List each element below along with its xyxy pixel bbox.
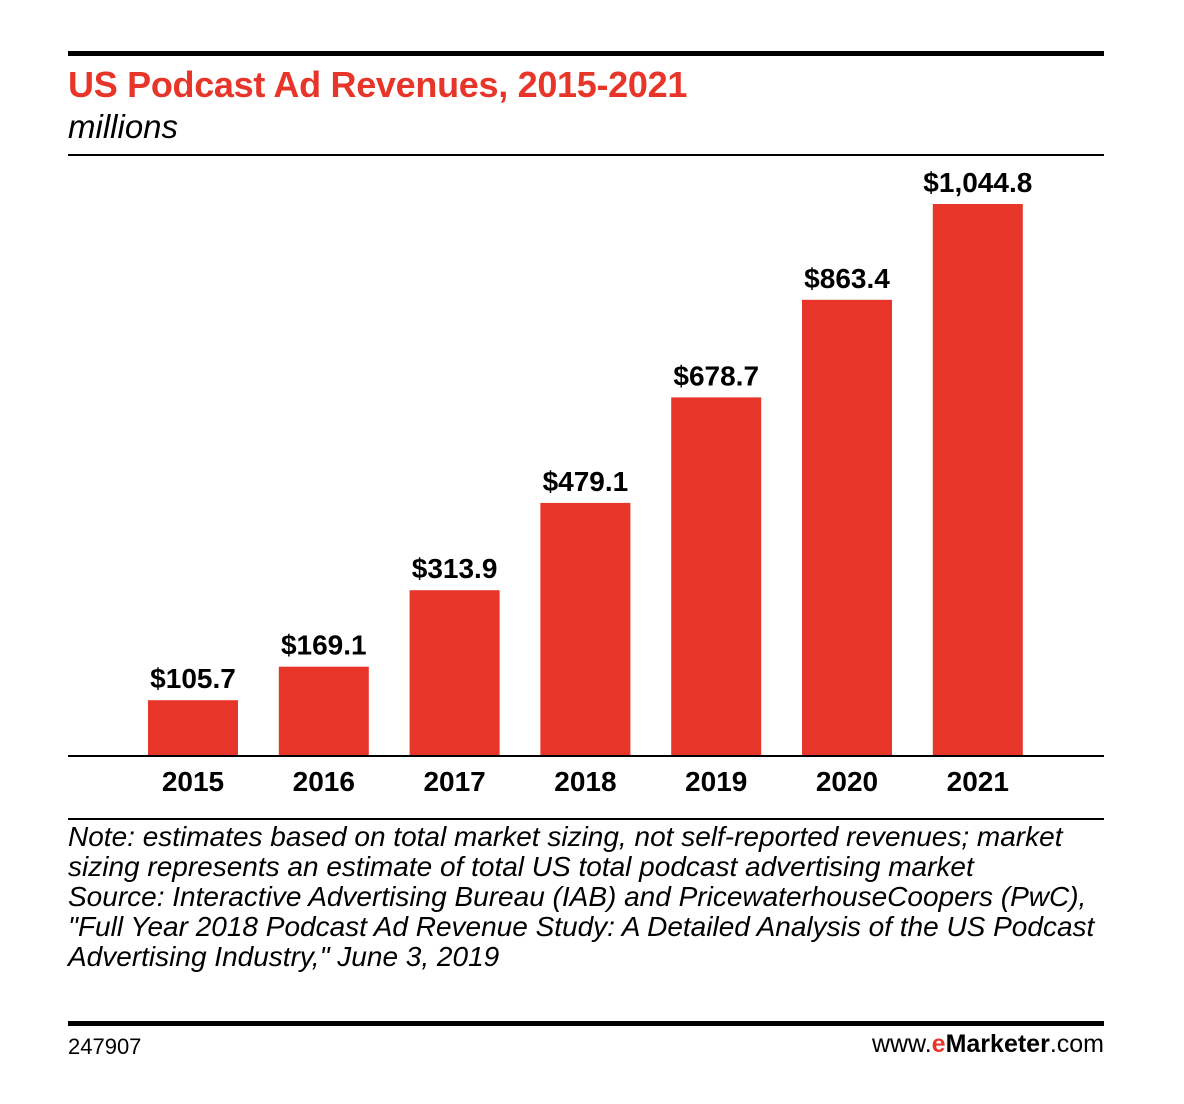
brand-suffix: .com bbox=[1049, 1030, 1104, 1058]
note-text: Note: estimates based on total market si… bbox=[68, 821, 1063, 882]
footer-rule bbox=[68, 1021, 1104, 1026]
x-tick-label-2018: 2018 bbox=[554, 766, 616, 797]
chart-id: 247907 bbox=[68, 1034, 142, 1059]
chart-title: US Podcast Ad Revenues, 2015-2021 bbox=[68, 64, 688, 105]
x-tick-label-2017: 2017 bbox=[423, 766, 485, 797]
bar-2021 bbox=[932, 204, 1023, 756]
top-rule bbox=[68, 51, 1104, 56]
value-label-2019: $678.7 bbox=[673, 360, 759, 391]
x-tick-label-2019: 2019 bbox=[685, 766, 747, 797]
bar-2016 bbox=[278, 666, 369, 756]
header-rule bbox=[68, 154, 1104, 156]
x-tick-label-2021: 2021 bbox=[947, 766, 1009, 797]
value-label-2018: $479.1 bbox=[543, 466, 629, 497]
notes-rule bbox=[68, 818, 1104, 820]
chart-subtitle: millions bbox=[68, 108, 179, 145]
bars-group bbox=[148, 204, 1023, 756]
value-label-2015: $105.7 bbox=[150, 663, 236, 694]
brand-main: Marketer bbox=[945, 1030, 1050, 1058]
bar-2019 bbox=[671, 397, 762, 756]
brand-link[interactable]: www.eMarketer.com bbox=[872, 1030, 1104, 1059]
bar-2017 bbox=[409, 590, 500, 756]
bar-2020 bbox=[802, 299, 892, 756]
bar-chart: $105.7 2015 $169.1 2016 $313.9 2017 $479.1 2018… bbox=[68, 167, 1104, 797]
brand-e: e bbox=[931, 1030, 946, 1058]
x-tick-label-2016: 2016 bbox=[293, 766, 355, 797]
brand-prefix: www. bbox=[871, 1030, 932, 1058]
bar-2018 bbox=[540, 502, 631, 756]
x-tick-label-2020: 2020 bbox=[816, 766, 878, 797]
value-label-2016: $169.1 bbox=[281, 630, 367, 661]
value-label-2020: $863.4 bbox=[804, 263, 890, 294]
x-tick-label-2015: 2015 bbox=[162, 766, 224, 797]
labels-group: $105.7 2015 $169.1 2016 $313.9 2017 $479.1 2018… bbox=[150, 167, 1032, 797]
value-label-2017: $313.9 bbox=[412, 553, 498, 584]
bar-2015 bbox=[148, 700, 238, 756]
chart-notes: Note: estimates based on total market si… bbox=[68, 822, 1108, 972]
value-label-2021: $1,044.8 bbox=[923, 167, 1032, 198]
source-text: Source: Interactive Advertising Bureau (… bbox=[68, 881, 1095, 972]
